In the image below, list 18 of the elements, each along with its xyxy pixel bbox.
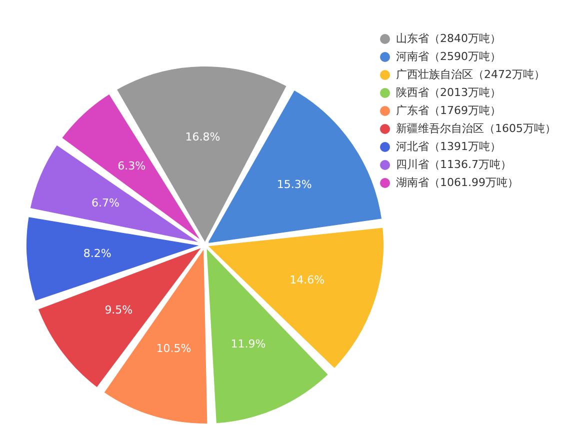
legend-label: 广西壮族自治区（2472万吨） xyxy=(396,67,545,83)
legend-label: 陕西省（2013万吨） xyxy=(396,85,501,101)
data-label: 14.6% xyxy=(290,274,325,287)
legend-label: 河北省（1391万吨） xyxy=(396,139,501,155)
legend-label: 湖南省（1061.99万吨） xyxy=(396,175,518,191)
data-label: 9.5% xyxy=(104,303,133,316)
legend-label: 广东省（1769万吨） xyxy=(396,103,501,119)
legend-label: 新疆维吾尔自治区（1605万吨） xyxy=(396,121,556,137)
legend-label: 四川省（1136.7万吨） xyxy=(396,157,512,173)
data-label: 16.8% xyxy=(185,130,220,144)
data-label: 8.2% xyxy=(83,247,112,260)
legend-label: 山东省（2840万吨） xyxy=(396,31,501,47)
data-label: 10.5% xyxy=(156,342,192,355)
legend-label: 河南省（2590万吨） xyxy=(396,49,501,65)
data-label: 6.3% xyxy=(118,159,146,172)
data-label: 15.3% xyxy=(276,178,312,191)
data-label: 6.7% xyxy=(92,196,120,210)
data-label: 11.9% xyxy=(230,337,266,350)
